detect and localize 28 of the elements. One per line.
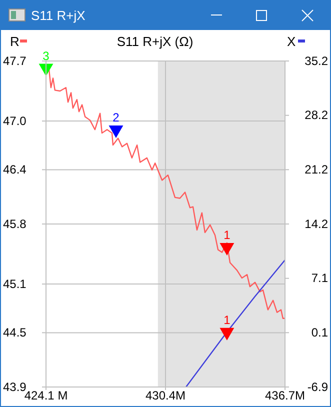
y2-tick-label: 28.2 <box>304 108 328 122</box>
legend-label: R <box>10 34 20 49</box>
y-tick-label: 44.5 <box>3 326 27 340</box>
y2-tick-label: 14.2 <box>304 216 328 231</box>
y2-tick-label: 21.2 <box>304 162 328 177</box>
annotation: 3 <box>42 48 50 63</box>
line-series <box>185 259 286 388</box>
annotation: 1 <box>224 228 231 242</box>
legend-label: X <box>287 34 296 49</box>
y-tick-label: 45.8 <box>3 216 27 231</box>
x-tick-label: 436.7M <box>264 388 306 403</box>
y2-tick-label: 7.1 <box>311 271 328 286</box>
y2-tick-label: 0.1 <box>311 326 328 340</box>
x-tick-label: 430.4M <box>145 388 186 403</box>
point <box>220 243 234 256</box>
text: S11 R+jX <box>31 8 86 23</box>
y-tick-label: 46.4 <box>3 162 27 177</box>
y-tick-label: 47.7 <box>3 54 27 68</box>
y2-tick-label: -6.9 <box>307 380 328 394</box>
annotation: 1 <box>224 313 231 328</box>
y-tick-label: 45.1 <box>3 276 27 291</box>
chart-title: S11 R+jX (Ω) <box>116 34 194 49</box>
y2-tick-label: 35.2 <box>304 54 328 68</box>
annotation: 2 <box>112 110 120 125</box>
point <box>108 125 124 138</box>
y-tick-label: 47.0 <box>3 114 27 128</box>
y-tick-label: 43.9 <box>3 380 27 394</box>
x-tick-label: 424.1 M <box>24 388 68 403</box>
